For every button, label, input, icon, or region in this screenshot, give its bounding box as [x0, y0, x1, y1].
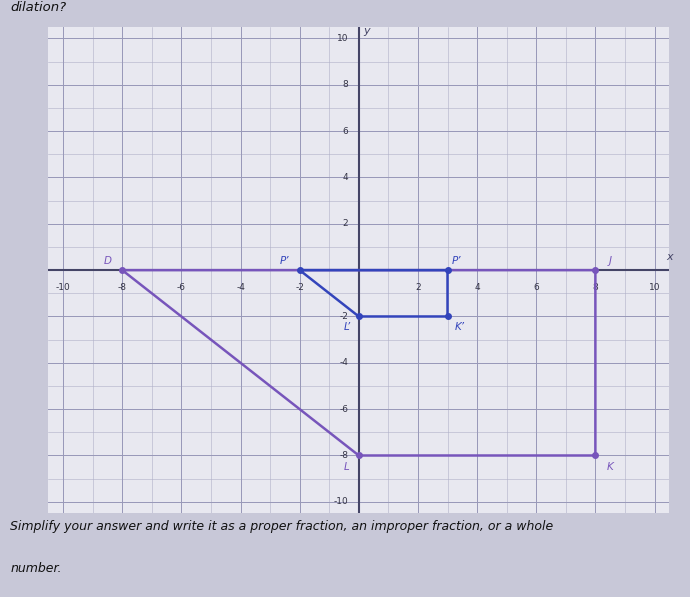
Text: 4: 4 — [474, 283, 480, 292]
Text: -4: -4 — [339, 358, 348, 367]
Text: 8: 8 — [343, 80, 348, 90]
Text: P’: P’ — [280, 256, 290, 266]
Text: D: D — [104, 256, 112, 266]
Text: -6: -6 — [339, 405, 348, 414]
Text: 6: 6 — [533, 283, 539, 292]
Text: dilation?: dilation? — [10, 1, 66, 14]
Text: -10: -10 — [56, 283, 70, 292]
Text: 10: 10 — [337, 34, 348, 43]
Text: -2: -2 — [295, 283, 304, 292]
Text: J: J — [609, 256, 611, 266]
Text: K’: K’ — [454, 322, 464, 332]
Text: 10: 10 — [649, 283, 660, 292]
Text: number.: number. — [10, 562, 62, 575]
Text: Simplify your answer and write it as a proper fraction, an improper fraction, or: Simplify your answer and write it as a p… — [10, 520, 553, 533]
Text: L: L — [344, 462, 350, 472]
Text: -6: -6 — [177, 283, 186, 292]
Text: y: y — [363, 26, 370, 36]
Text: 2: 2 — [415, 283, 421, 292]
Text: 2: 2 — [343, 219, 348, 228]
Text: -4: -4 — [236, 283, 245, 292]
Text: P’: P’ — [452, 256, 461, 266]
Text: -2: -2 — [339, 312, 348, 321]
Text: 4: 4 — [343, 173, 348, 182]
Text: K: K — [607, 462, 613, 472]
Text: -10: -10 — [334, 497, 348, 506]
Text: -8: -8 — [118, 283, 127, 292]
Text: -8: -8 — [339, 451, 348, 460]
Text: 6: 6 — [343, 127, 348, 136]
Text: 8: 8 — [593, 283, 598, 292]
Text: x: x — [667, 252, 673, 262]
Text: L’: L’ — [344, 322, 351, 332]
